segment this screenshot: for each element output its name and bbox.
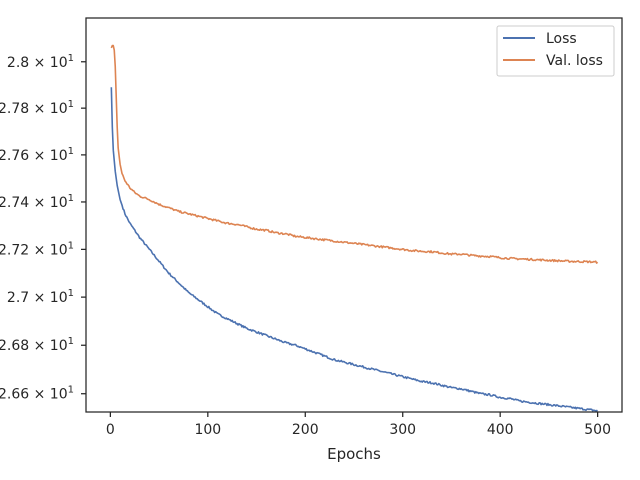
- legend-label-val-loss: Val. loss: [546, 53, 603, 69]
- y-tick-label: 2.78 × 101: [0, 99, 74, 117]
- x-tick-label: 500: [584, 422, 611, 438]
- y-tick-label: 2.66 × 101: [0, 385, 74, 403]
- plot-area: [110, 44, 599, 412]
- y-tick-label: 2.74 × 101: [0, 193, 74, 211]
- y-tick-label: 2.68 × 101: [0, 336, 74, 354]
- y-tick-label: 2.8 × 101: [7, 53, 74, 71]
- x-tick-label: 0: [106, 422, 115, 438]
- series-line-val-loss: [110, 44, 599, 264]
- y-tick-label: 2.7 × 101: [7, 288, 74, 306]
- x-tick-label: 200: [292, 422, 319, 438]
- x-tick-label: 300: [389, 422, 416, 438]
- legend-label-loss: Loss: [546, 31, 577, 47]
- x-tick-label: 400: [487, 422, 514, 438]
- plot-frame: [85, 17, 623, 413]
- y-tick-label: 2.76 × 101: [0, 146, 74, 164]
- series-line-loss: [110, 87, 598, 412]
- x-axis-label: Epochs: [327, 445, 381, 463]
- legend: Loss Val. loss: [496, 25, 615, 77]
- x-axis: 0 100 200 300 400 500: [106, 412, 611, 438]
- y-tick-label: 2.72 × 101: [0, 240, 74, 258]
- y-axis: 2.66 × 101 2.68 × 101 2.7 × 101 2.72 × 101 2…: [0, 53, 86, 403]
- x-tick-label: 100: [194, 422, 221, 438]
